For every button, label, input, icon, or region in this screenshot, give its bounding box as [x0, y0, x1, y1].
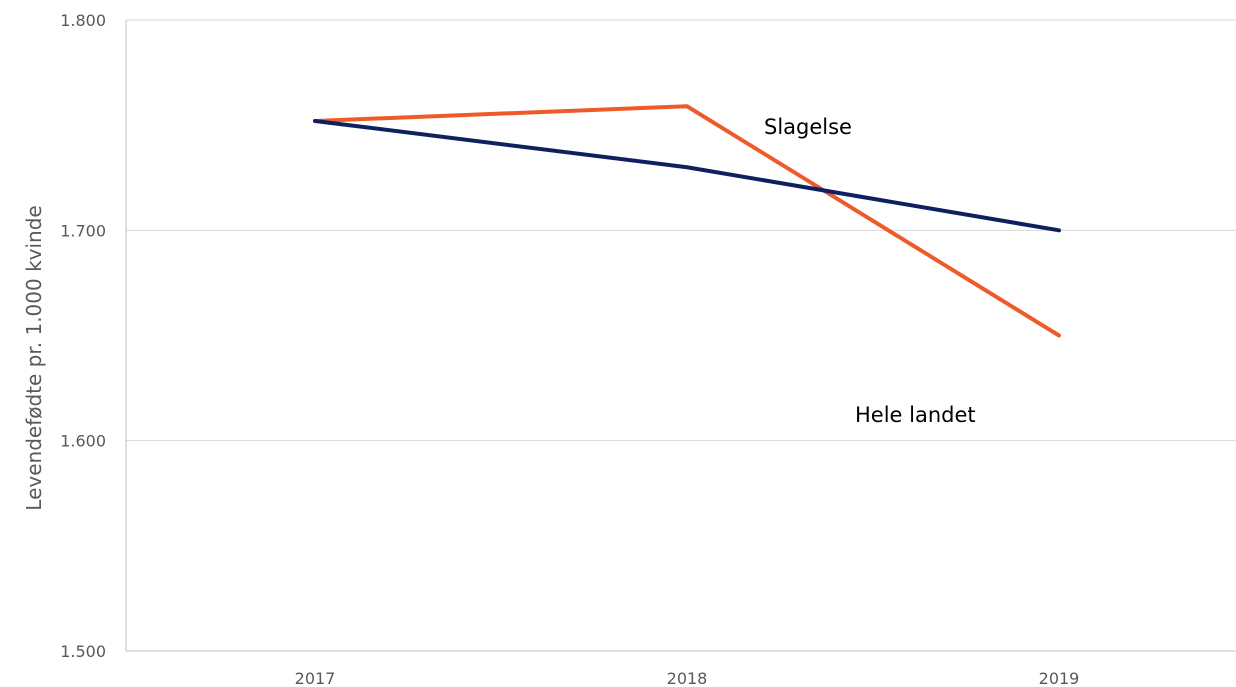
y-tick-label: 1.800	[60, 11, 106, 30]
series-label-hele-landet: Hele landet	[855, 403, 976, 427]
x-tick-label: 2019	[1039, 669, 1080, 687]
y-tick-label: 1.700	[60, 221, 106, 240]
series-line-slagelse	[313, 104, 1061, 338]
series-label-slagelse: Slagelse	[764, 115, 852, 139]
y-tick-label: 1.500	[60, 642, 106, 661]
x-tick-label: 2018	[667, 669, 708, 687]
series-line-hele-landet	[313, 118, 1061, 233]
y-tick-label: 1.600	[60, 432, 106, 451]
series-lines	[313, 104, 1061, 338]
x-tick-label: 2017	[295, 669, 336, 687]
gridlines	[126, 19, 1236, 442]
y-axis-label: Levendefødte pr. 1.000 kvinde	[22, 205, 46, 510]
y-tick-labels: 1.500 1.600 1.700 1.800	[60, 11, 106, 661]
x-tick-labels: 2017 2018 2019	[295, 669, 1080, 687]
